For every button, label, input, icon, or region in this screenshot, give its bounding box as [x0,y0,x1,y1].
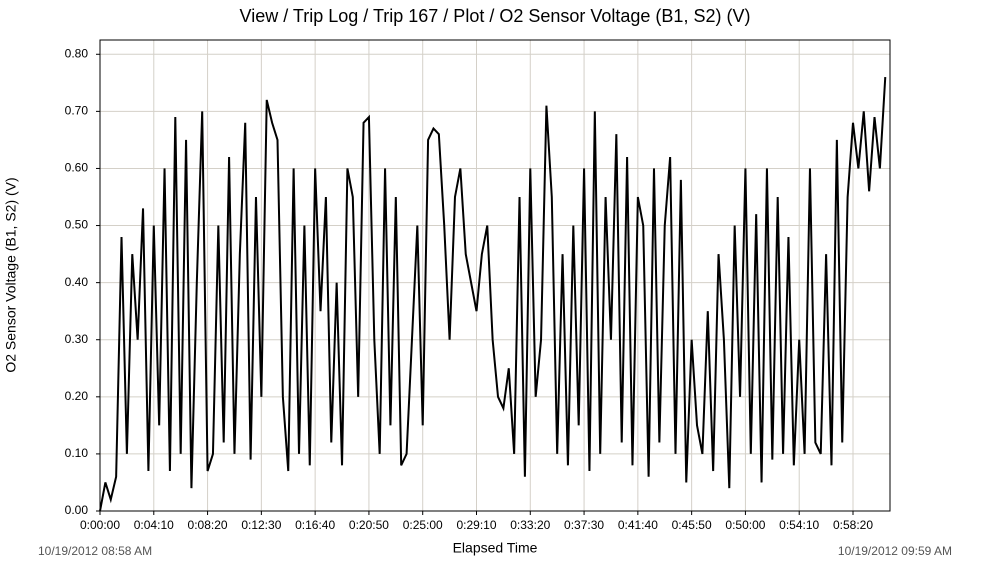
data-line [99,77,887,512]
y-tick-label: 0.30 [65,332,89,346]
x-tick-label: 0:25:00 [403,518,443,532]
y-tick-label: 0.50 [65,218,89,232]
y-tick-label: 0.00 [65,503,89,517]
x-tick-label: 0:16:40 [295,518,335,532]
x-tick-label: 0:50:00 [725,518,765,532]
x-tick-label: 0:58:20 [833,518,873,532]
y-axis-label: O2 Sensor Voltage (B1, S2) (V) [3,177,19,372]
x-tick-label: 0:45:50 [672,518,712,532]
y-tick-label: 0.70 [65,104,89,118]
y-tick-label: 0.10 [65,446,89,460]
x-tick-label: 0:33:20 [510,518,550,532]
x-tick-label: 0:29:10 [456,518,496,532]
x-tick-label: 0:04:10 [134,518,174,532]
y-tick-label: 0.40 [65,275,89,289]
x-tick-label: 0:54:10 [779,518,819,532]
x-tick-label: 0:08:20 [188,518,228,532]
y-tick-label: 0.80 [65,46,89,60]
start-timestamp: 10/19/2012 08:58 AM [38,544,152,558]
x-tick-label: 0:00:00 [80,518,120,532]
x-tick-label: 0:20:50 [349,518,389,532]
plot-frame [99,39,891,512]
x-tick-label: 0:12:30 [241,518,281,532]
y-tick-label: 0.60 [65,161,89,175]
chart-title: View / Trip Log / Trip 167 / Plot / O2 S… [240,6,751,26]
x-tick-label: 0:41:40 [618,518,658,532]
y-tick-label: 0.20 [65,389,89,403]
x-axis-label: Elapsed Time [453,540,538,556]
end-timestamp: 10/19/2012 09:59 AM [838,544,952,558]
x-tick-label: 0:37:30 [564,518,604,532]
